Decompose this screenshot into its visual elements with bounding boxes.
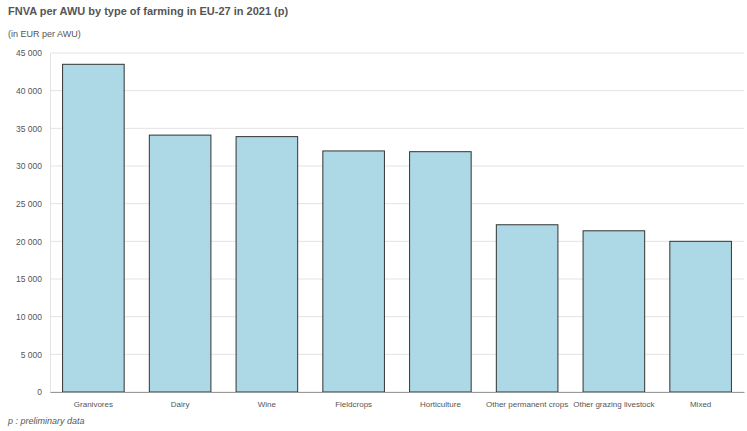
chart: FNVA per AWU by type of farming in EU-27… xyxy=(0,0,747,431)
x-tick-label: Granivores xyxy=(74,400,113,409)
y-tick: 25 000 xyxy=(16,199,50,209)
title: FNVA per AWU by type of farming in EU-27… xyxy=(8,5,288,17)
x-tick: Mixed xyxy=(690,392,711,409)
y-tick: 40 000 xyxy=(16,86,50,96)
grid-line xyxy=(50,53,744,54)
x-tick: Horticulture xyxy=(420,392,461,409)
subtitle: (in EUR per AWU) xyxy=(8,29,81,39)
y-tick: 45 000 xyxy=(16,48,50,58)
x-tick: Other permanent crops xyxy=(486,392,568,409)
x-tick-label: Mixed xyxy=(690,400,711,409)
bar xyxy=(496,225,558,392)
y-tick-label: 35 000 xyxy=(16,124,42,134)
grid-line xyxy=(50,90,744,91)
footnote: p : preliminary data xyxy=(7,416,85,426)
x-tick-label: Other grazing livestock xyxy=(573,400,655,409)
y-tick-label: 5 000 xyxy=(21,350,43,360)
x-tick-label: Fieldcrops xyxy=(335,400,372,409)
y-tick-label: 30 000 xyxy=(16,161,42,171)
y-tick: 30 000 xyxy=(16,161,50,171)
y-tick: 15 000 xyxy=(16,274,50,284)
x-tick: Fieldcrops xyxy=(335,392,372,409)
bar xyxy=(670,241,732,392)
x-tick: Other grazing livestock xyxy=(573,392,655,409)
y-tick: 0 xyxy=(37,387,50,397)
y-tick: 5 000 xyxy=(21,350,50,360)
bar xyxy=(149,135,211,392)
bars xyxy=(63,64,732,392)
bar xyxy=(63,64,125,392)
x-axis: Granivores Dairy Wine Fieldcrops Horticultur… xyxy=(51,392,745,409)
y-tick-label: 10 000 xyxy=(16,312,42,322)
bar xyxy=(410,152,472,392)
y-tick: 10 000 xyxy=(16,312,50,322)
y-tick-label: 15 000 xyxy=(16,274,42,284)
y-tick: 20 000 xyxy=(16,237,50,247)
bar xyxy=(323,151,385,392)
x-tick: Dairy xyxy=(171,392,190,409)
y-axis-line xyxy=(50,54,51,393)
grid xyxy=(50,53,744,392)
y-axis: 0 5 000 10 000 15 000 20 000 25 000 30 000 35 0… xyxy=(16,48,51,397)
x-tick-label: Wine xyxy=(258,400,277,409)
grid-line xyxy=(50,128,744,129)
y-tick-label: 40 000 xyxy=(16,86,42,96)
x-tick-label: Other permanent crops xyxy=(486,400,568,409)
bar xyxy=(236,137,298,392)
y-tick-label: 20 000 xyxy=(16,237,42,247)
y-tick: 35 000 xyxy=(16,124,50,134)
x-tick-label: Dairy xyxy=(171,400,190,409)
x-tick: Wine xyxy=(258,392,277,409)
y-tick-label: 25 000 xyxy=(16,199,42,209)
x-tick-label: Horticulture xyxy=(420,400,461,409)
x-axis-line xyxy=(51,392,745,393)
bar xyxy=(583,231,645,392)
y-tick-label: 0 xyxy=(37,387,42,397)
x-tick: Granivores xyxy=(74,392,113,409)
y-tick-label: 45 000 xyxy=(16,48,42,58)
